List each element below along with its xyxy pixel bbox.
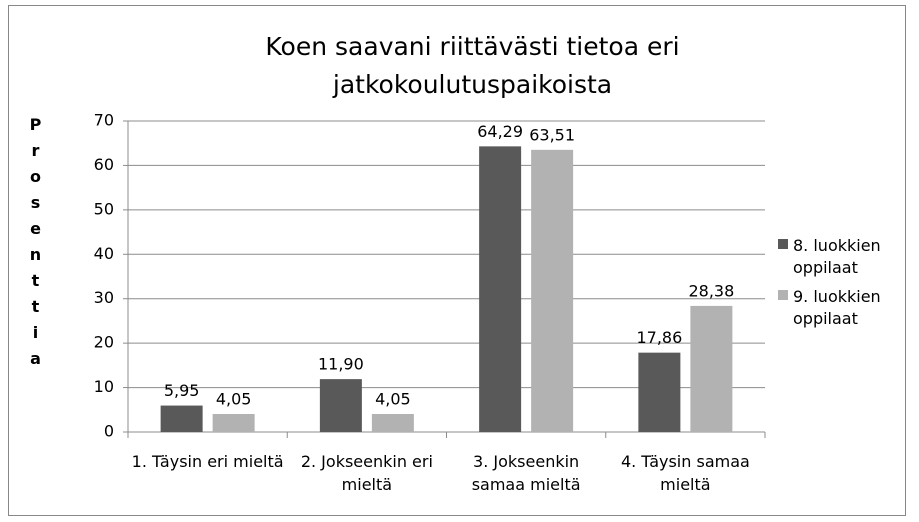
y-tick-label: 30 [94, 288, 114, 307]
data-label: 64,29 [477, 122, 523, 141]
y-tick-label: 60 [94, 155, 114, 174]
y-axis-title: Prosenttia [26, 115, 45, 375]
data-label: 28,38 [688, 281, 734, 300]
y-tick-label: 40 [94, 244, 114, 263]
bar [638, 352, 681, 432]
bar [371, 414, 414, 432]
data-label: 4,05 [216, 390, 252, 409]
bar [319, 379, 362, 432]
data-label: 11,90 [318, 355, 364, 374]
chart-border [8, 5, 906, 516]
legend-swatch [778, 290, 788, 300]
data-label: 5,95 [164, 381, 200, 400]
data-label: 4,05 [375, 390, 411, 409]
data-label: 63,51 [529, 125, 575, 144]
x-tick-label: 2. Jokseenkin eri mieltä [300, 452, 433, 494]
legend-swatch [778, 239, 788, 249]
x-tick-label: 4. Täysin samaa mieltä [620, 452, 750, 494]
y-tick-label: 10 [94, 377, 114, 396]
y-tick-label: 50 [94, 199, 114, 218]
bar [212, 414, 255, 432]
bar [160, 405, 203, 432]
x-tick-label: 3. Jokseenkin samaa mieltä [471, 452, 581, 494]
y-tick-label: 70 [94, 111, 114, 130]
legend-label: 9. luokkien oppilaat [793, 287, 881, 328]
y-tick-label: 0 [104, 422, 114, 441]
bar [531, 149, 574, 432]
y-tick-label: 20 [94, 333, 114, 352]
bar [690, 305, 733, 432]
legend-label: 8. luokkien oppilaat [793, 236, 881, 277]
bar [479, 146, 522, 432]
data-label: 17,86 [636, 328, 682, 347]
x-tick-label: 1. Täysin eri mieltä [131, 452, 284, 471]
chart-title: Koen saavani riittävästi tietoa eri jatk… [265, 32, 680, 99]
